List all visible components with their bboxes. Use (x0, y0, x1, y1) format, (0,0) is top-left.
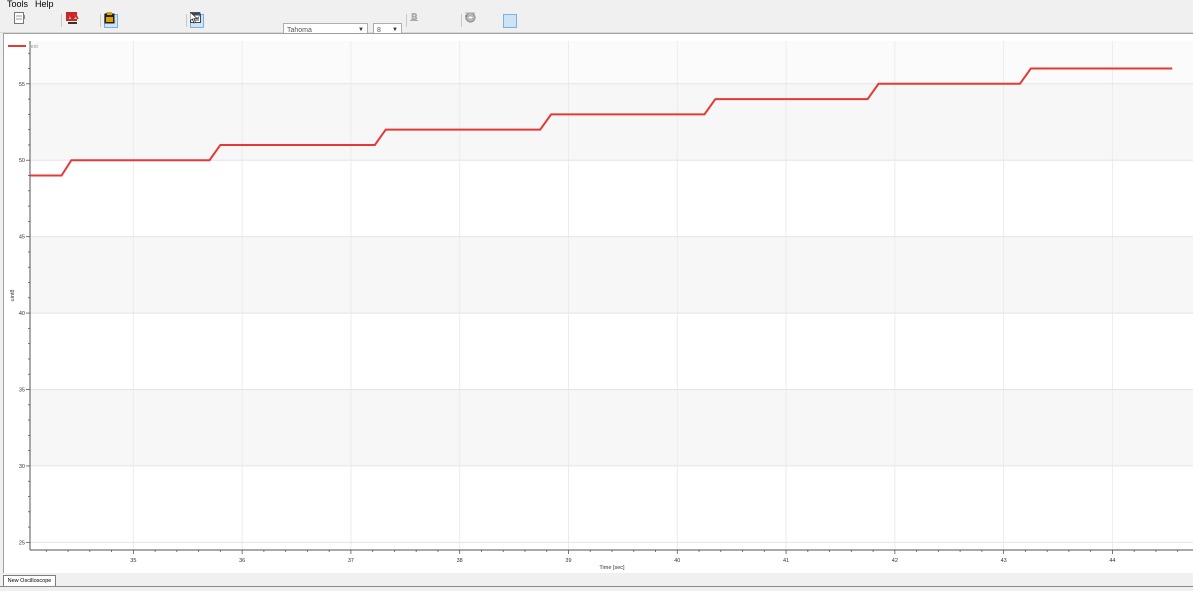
series-line-test (30, 67, 1173, 177)
tab-bar (0, 573, 1193, 591)
y-axis-label: uint8 (10, 290, 16, 302)
y-tick-label: 50 (19, 158, 25, 164)
zoom-x-icon[interactable] (104, 12, 135, 28)
x-tick-label: 41 (783, 558, 789, 564)
y-tick-label: 40 (19, 311, 25, 317)
arrow-up-icon[interactable] (190, 12, 221, 28)
svg-text:B: B (411, 13, 418, 21)
bold-icon[interactable]: B (410, 13, 424, 28)
align-right-icon[interactable] (465, 12, 551, 28)
zoom-fit-icon[interactable] (104, 12, 169, 28)
zoom-y-icon[interactable] (104, 12, 152, 28)
toolbar: 1/2 (0, 10, 1193, 38)
help-cursor-icon[interactable]: ? (190, 12, 272, 28)
menu-bar: Tools Help (0, 0, 1193, 10)
grid-band (30, 389, 1193, 466)
x-axis-label: Time [sec] (599, 565, 625, 571)
y-tick-label: 30 (19, 464, 25, 470)
properties-icon[interactable] (190, 12, 255, 28)
y-tick-label: 45 (19, 235, 25, 241)
settings-alt-icon[interactable] (465, 12, 496, 28)
x-tick-label: 43 (1001, 558, 1007, 564)
toolbar-separator (461, 14, 462, 27)
x-tick-label: 40 (674, 558, 680, 564)
toolbar-separator (61, 14, 62, 27)
align-center-icon[interactable] (465, 12, 534, 28)
x-tick-label: 38 (457, 558, 463, 564)
svg-text:?: ? (197, 13, 201, 21)
toolbar-separator (186, 14, 187, 27)
underline-icon[interactable]: U (410, 12, 458, 28)
x-tick-label: 39 (565, 558, 571, 564)
legend-label: test (29, 44, 38, 50)
x-tick-label: 37 (348, 558, 354, 564)
chevron-down-icon: ▼ (392, 27, 398, 33)
x-tick-label: 42 (892, 558, 898, 564)
italic-icon[interactable]: I (410, 13, 441, 28)
font-size-value: 8 (377, 27, 381, 34)
grid-band (30, 236, 1193, 314)
grid-band (30, 83, 1193, 161)
y-tick-label: 25 (19, 540, 25, 546)
menu-tools[interactable]: Tools (7, 0, 29, 9)
y-tick-label: 35 (19, 388, 25, 394)
x-scale-icon[interactable] (66, 12, 99, 28)
align-left-icon[interactable] (465, 12, 517, 28)
x-tick-label: 35 (130, 558, 136, 564)
chevron-down-icon: ▼ (358, 27, 364, 33)
arrow-down-icon[interactable] (190, 12, 238, 28)
grid-band (30, 41, 1193, 84)
page-icon[interactable] (14, 12, 62, 28)
oscilloscope-window: 25 30 35 40 45 50 55 35 36 37 38 39 40 41 42 43 44 Time [… (3, 33, 1193, 574)
divider (0, 586, 1193, 587)
clipboard-icon[interactable] (104, 12, 186, 28)
toolbar-separator (100, 14, 101, 27)
legend: test (8, 44, 38, 50)
font-name-value: Tahoma (287, 27, 312, 34)
toolbar-separator (406, 14, 407, 27)
svg-text:I: I (410, 13, 415, 21)
menu-help[interactable]: Help (35, 0, 54, 9)
arrow-right-icon[interactable] (14, 12, 45, 28)
x-tick-label: 36 (239, 558, 245, 564)
tab-new-oscilloscope[interactable]: New Oscilloscope (3, 575, 56, 586)
x-tick-label: 44 (1109, 558, 1115, 564)
y-tick-label: 55 (19, 82, 25, 88)
oscilloscope-chart[interactable]: 25 30 35 40 45 50 55 35 36 37 38 39 40 41 42 43 44 Time [… (4, 34, 1193, 574)
svg-text:U: U (411, 12, 417, 21)
